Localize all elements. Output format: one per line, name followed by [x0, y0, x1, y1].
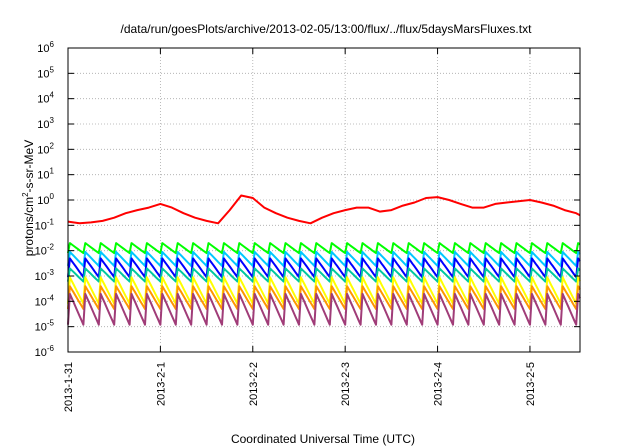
y-tick-label: 105 — [37, 65, 54, 80]
x-tick-label: 2013-2-1 — [155, 362, 167, 406]
y-axis-label-base: protons/cm — [22, 197, 36, 256]
x-tick-label: 2013-2-3 — [340, 362, 352, 406]
y-tick-label: 103 — [37, 116, 54, 131]
y-tick-label: 10-6 — [35, 344, 55, 359]
chart-title: /data/run/goesPlots/archive/2013-02-05/1… — [121, 22, 533, 36]
y-tick-label: 102 — [37, 141, 54, 156]
x-axis-label: Coordinated Universal Time (UTC) — [231, 432, 415, 446]
y-tick-label: 10-1 — [35, 217, 55, 232]
series-line-5 — [67, 276, 581, 305]
series-line-0 — [67, 194, 581, 225]
y-axis-label-rest: -s-sr-MeV — [22, 140, 36, 193]
x-tick-label: 2013-2-5 — [525, 362, 537, 406]
series-line-7 — [67, 292, 581, 326]
y-axis-label-sup: 2 — [21, 192, 30, 197]
y-axis-label: protons/cm2-s-sr-MeV — [21, 140, 36, 256]
y-tick-label: 101 — [37, 167, 54, 182]
x-tick-label: 2013-1-31 — [63, 362, 75, 412]
series-line-4 — [67, 267, 581, 283]
y-tick-label: 10-5 — [35, 319, 55, 334]
y-tick-label: 10-2 — [35, 243, 55, 258]
series-line-1 — [67, 242, 581, 255]
x-tick-label: 2013-2-2 — [248, 362, 260, 406]
axis-ticks: 10-6 10-5 10-4 10-3 10-2 10-1 100 101 102 103 104 1… — [35, 40, 580, 412]
y-tick-label: 10-3 — [35, 268, 55, 283]
series-line-3 — [67, 257, 581, 279]
series-line-6 — [67, 285, 581, 310]
series-line-2 — [67, 250, 581, 267]
y-tick-label: 106 — [37, 40, 54, 55]
y-tick-label: 100 — [37, 192, 54, 207]
series-group — [67, 194, 581, 326]
y-tick-label: 104 — [37, 91, 54, 106]
y-tick-label: 10-4 — [35, 293, 55, 308]
x-tick-label: 2013-2-4 — [433, 362, 445, 406]
